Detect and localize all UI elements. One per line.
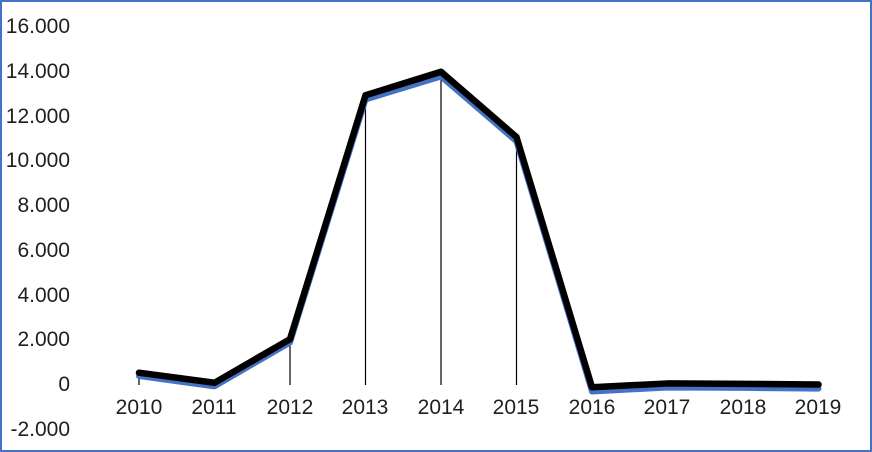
x-axis-tick-label: 2013 [341,396,389,419]
x-axis-tick-label: 2010 [115,396,163,419]
x-axis-tick-label: 2012 [266,396,314,419]
x-axis-tick-label: 2011 [191,396,237,419]
y-axis-tick-label: 12.000 [5,105,70,128]
y-axis-tick-label: 14.000 [5,60,70,83]
y-axis-tick-label: 8.000 [17,194,70,217]
y-axis-tick-label: -2.000 [10,418,70,441]
y-axis-tick-label: 2.000 [17,328,70,351]
x-axis-tick-label: 2015 [492,396,540,419]
x-axis-tick-label: 2017 [643,396,691,419]
blue-line-series [136,73,822,395]
y-axis-tick-label: 16.000 [5,15,70,38]
y-axis-tick-label: 0 [58,373,70,396]
x-axis-tick-label: 2014 [417,396,465,419]
y-axis-tick-label: 10.000 [5,149,70,172]
x-axis-tick-label: 2018 [719,396,767,419]
y-axis-tick-label: 6.000 [17,239,70,262]
x-axis-tick-label: 2019 [794,396,842,419]
black-line-series [135,68,822,391]
x-axis-tick-label: 2016 [568,396,616,419]
y-axis-tick-label: 4.000 [17,284,70,307]
drop-lines [138,71,820,388]
